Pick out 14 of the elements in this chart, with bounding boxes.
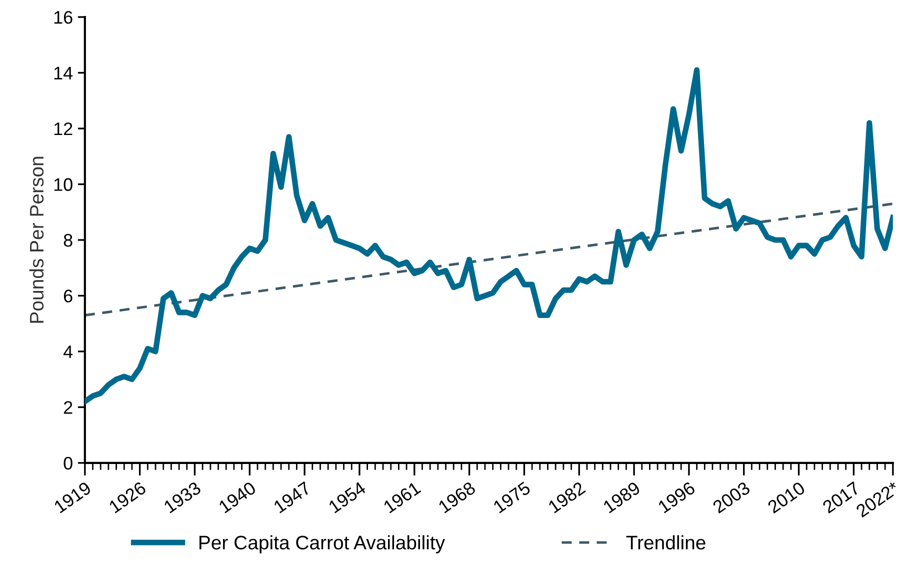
- x-tick-label: 1961: [382, 481, 422, 514]
- y-tick-label: 8: [64, 234, 72, 247]
- legend-label: Trendline: [626, 535, 706, 550]
- y-axis-title: Pounds Per Person: [29, 156, 44, 323]
- y-tick-label: 6: [64, 290, 72, 302]
- y-tick-label: 14: [54, 66, 73, 80]
- y-tick-label: 2: [64, 401, 72, 414]
- y-tick-label: 10: [54, 178, 72, 191]
- y-tick-label: 4: [63, 346, 73, 358]
- y-tick-label: 16: [54, 10, 72, 24]
- y-tick-label: 0: [64, 456, 72, 470]
- y-tick-label: 12: [54, 122, 72, 136]
- x-tick-label: 1933: [163, 481, 202, 514]
- legend-label: Per Capita Carrot Availability: [200, 535, 446, 554]
